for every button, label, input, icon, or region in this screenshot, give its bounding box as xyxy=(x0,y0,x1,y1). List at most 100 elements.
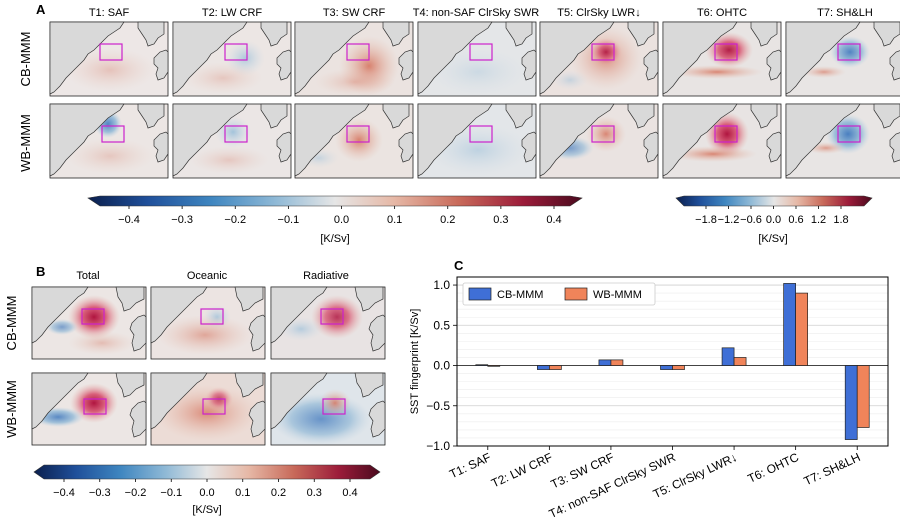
bar-wb-1 xyxy=(487,365,501,367)
y-tick-label: −1.0 xyxy=(426,439,450,453)
region-box xyxy=(837,43,861,61)
colorbar-a-main-tick-label: 0.3 xyxy=(493,214,508,226)
bar-wb-4 xyxy=(672,365,685,370)
panel-b-row-cb: CB-MMM xyxy=(4,296,19,351)
region-box xyxy=(200,308,224,325)
region-box xyxy=(346,125,370,143)
panel-a-title-t7: T7: SH&LH xyxy=(817,7,873,19)
colorbar-a-wide-label: [K/Sv] xyxy=(758,233,787,245)
panel-b-label: B xyxy=(36,264,45,279)
bar-wb-7 xyxy=(856,365,870,428)
y-tick-label: −0.5 xyxy=(426,399,450,413)
region-box xyxy=(591,125,615,143)
legend-box xyxy=(462,282,656,306)
colorbar-b-tick-label: −0.1 xyxy=(160,487,182,499)
region-box xyxy=(714,125,738,143)
colorbar-a-main: −0.4 −0.3 −0.2 −0.1 0.0 0.1 0.2 0.3 0.4 [K/Sv] xyxy=(87,195,583,245)
colorbar-a-wide-tick-label: 1.2 xyxy=(811,214,826,226)
x-tick-label: T6: OHTC xyxy=(745,450,801,486)
region-box xyxy=(99,43,123,61)
map-a-cb-t1 xyxy=(49,21,169,97)
panel-a-title-t5: T5: ClrSky LWR↓ xyxy=(557,7,641,19)
panel-a-title-t3: T3: SW CRF xyxy=(323,7,386,19)
panel-b-title-oceanic: Oceanic xyxy=(187,270,228,282)
bar-cb-3 xyxy=(598,359,612,366)
colorbar-b-label: [K/Sv] xyxy=(192,504,221,516)
bar-cb-4 xyxy=(660,365,673,370)
y-tick-label: 0.5 xyxy=(433,318,450,332)
x-tick-label: T1: SAF xyxy=(447,450,493,481)
bar-cb-7 xyxy=(844,365,858,440)
map-a-wb-t2 xyxy=(172,103,292,179)
region-box xyxy=(469,43,493,61)
colorbar-a-main-tick-label: −0.3 xyxy=(171,214,193,226)
region-box xyxy=(322,398,346,415)
map-a-wb-t7 xyxy=(785,103,900,179)
legend-swatch-cb xyxy=(468,287,492,301)
map-a-cb-t4 xyxy=(417,21,537,97)
colorbar-a-main-label: [K/Sv] xyxy=(320,233,349,245)
bar-wb-6 xyxy=(795,292,808,366)
colorbar-b-tick-label: 0.3 xyxy=(307,487,322,499)
panel-b-row-wb: WB-MMM xyxy=(4,380,19,438)
bar-wb-5 xyxy=(733,357,747,366)
map-b-cb-oceanic xyxy=(150,286,266,360)
map-a-wb-t5 xyxy=(539,103,659,179)
region-box xyxy=(83,398,107,415)
colorbar-b-tick-label: −0.3 xyxy=(89,487,111,499)
x-tick-label: T2: LW CRF xyxy=(489,450,555,490)
bar-cb-1 xyxy=(475,364,489,366)
bar-wb-3 xyxy=(610,359,624,366)
x-tick-label: T7: SH&LH xyxy=(802,450,863,488)
colorbar-a-wide: −1.8 −1.2 −0.6 0.0 0.6 1.2 1.8 [K/Sv] xyxy=(675,195,873,245)
axes-frame xyxy=(456,276,889,447)
panel-b-title-radiative: Radiative xyxy=(303,270,349,282)
colorbar-a-main-tick-label: 0.0 xyxy=(334,214,349,226)
panel-a-title-t1: T1: SAF xyxy=(89,7,130,19)
bar-cb-5 xyxy=(721,347,735,366)
map-a-wb-t1 xyxy=(49,103,169,179)
region-box xyxy=(101,125,125,143)
colorbar-b-tick-label: −0.4 xyxy=(53,487,75,499)
panel-a-row-wb: WB-MMM xyxy=(18,114,33,172)
panel-a-title-t2: T2: LW CRF xyxy=(202,7,263,19)
colorbar-a-main-tick-label: 0.4 xyxy=(546,214,561,226)
y-tick-label: 0.0 xyxy=(433,359,450,373)
panel-a-row-cb: CB-MMM xyxy=(18,32,33,87)
map-a-cb-t6 xyxy=(662,21,782,97)
panel-a-title-t6: T6: OHTC xyxy=(697,7,747,19)
panel-a-label: A xyxy=(36,2,46,17)
colorbar-a-main-tick-label: 0.2 xyxy=(440,214,455,226)
colorbar-a-wide-tick-label: 1.8 xyxy=(833,214,848,226)
colorbar-a-main-tick-label: −0.2 xyxy=(224,214,246,226)
map-a-cb-t7 xyxy=(785,21,900,97)
bar-cb-6 xyxy=(783,283,796,366)
legend-swatch-wb xyxy=(564,287,588,301)
colorbar-a-wide-tick-label: −1.8 xyxy=(695,214,717,226)
colorbar-a-main-tick-label: 0.1 xyxy=(387,214,402,226)
map-a-cb-t5 xyxy=(539,21,659,97)
bar-wb-2 xyxy=(549,365,562,370)
region-box xyxy=(714,43,738,61)
legend: CB-MMM WB-MMM xyxy=(462,282,656,306)
map-a-cb-t2 xyxy=(172,21,292,97)
legend-label-wb: WB-MMM xyxy=(593,289,642,301)
region-box xyxy=(591,43,615,61)
bar-cb-2 xyxy=(537,365,550,370)
map-a-wb-t6 xyxy=(662,103,782,179)
panel-c-label: C xyxy=(454,258,464,273)
region-box xyxy=(202,398,226,415)
y-axis-label: SST fingerprint [K/Sv] xyxy=(409,309,421,415)
region-box xyxy=(224,43,248,61)
colorbar-a-wide-tick-label: 0.0 xyxy=(766,214,781,226)
region-box xyxy=(224,125,248,143)
legend-label-cb: CB-MMM xyxy=(497,289,543,301)
panel-a-title-t4: T4: non-SAF ClrSky SWR xyxy=(413,7,540,19)
colorbar-b-tick-label: 0.0 xyxy=(199,487,214,499)
map-a-wb-t4 xyxy=(417,103,537,179)
colorbar-a-main-tick-label: −0.4 xyxy=(118,214,140,226)
region-box xyxy=(469,125,493,143)
map-a-cb-t3 xyxy=(294,21,414,97)
region-box xyxy=(346,43,370,61)
